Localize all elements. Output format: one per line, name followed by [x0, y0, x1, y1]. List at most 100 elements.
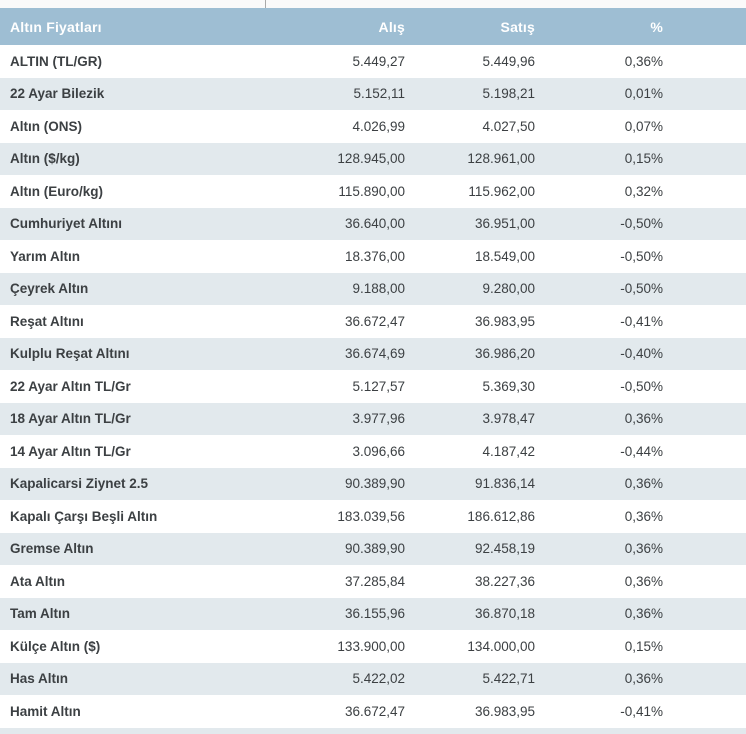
row-label: Altın ($/kg): [10, 151, 80, 167]
row-label: Hamit Altın: [10, 703, 81, 719]
sell-value: 36.983,95: [474, 703, 535, 719]
row-label: Tam Altın: [10, 606, 70, 622]
sell-value: 186.612,86: [467, 508, 535, 524]
table-row: Reşat Altını 36.672,47 36.983,95 -0,41%: [0, 305, 746, 338]
buy-value: 5.449,27: [352, 53, 405, 69]
table-row: Altın (ONS) 4.026,99 4.027,50 0,07%: [0, 110, 746, 143]
buy-value: 128.945,00: [337, 151, 405, 167]
buy-value: 18.376,00: [344, 248, 405, 264]
table-row: Has Altın 5.422,02 5.422,71 0,36%: [0, 662, 746, 695]
row-label: Kulplu Reşat Altını: [10, 346, 130, 362]
change-percent: 0,01%: [624, 86, 663, 102]
sell-value: 5.198,21: [482, 86, 535, 102]
row-label: Has Altın: [10, 671, 69, 687]
row-label: Çeyrek Altın: [10, 281, 89, 297]
change-percent: 0,36%: [624, 573, 663, 589]
buy-value: 36.672,47: [344, 313, 405, 329]
table-row: Yarım Altın 18.376,00 18.549,00 -0,50%: [0, 240, 746, 273]
table-row: 22 Ayar Altın TL/Gr 5.127,57 5.369,30 -0…: [0, 370, 746, 403]
change-percent: 0,15%: [624, 151, 663, 167]
buy-value: 115.890,00: [338, 183, 405, 199]
table-row: Kulplu Reşat Altını 36.674,69 36.986,20 …: [0, 337, 746, 370]
row-label: ALTIN (TL/GR): [10, 53, 102, 69]
buy-value: 9.188,00: [352, 281, 405, 297]
row-label: 22 Ayar Bilezik: [10, 86, 105, 102]
sell-value: 38.227,36: [474, 573, 535, 589]
table-header-row: Altın Fiyatları Alış Satış %: [0, 8, 746, 45]
buy-value: 3.977,96: [352, 411, 405, 427]
gold-prices-table: Altın Fiyatları Alış Satış % ALTIN (TL/G…: [0, 8, 746, 734]
row-label: Ata Altın: [10, 573, 65, 589]
sell-value: 36.951,00: [474, 216, 535, 232]
buy-value: 37.285,84: [344, 573, 405, 589]
table-row: ALTIN (TL/GR) 5.449,27 5.449,96 0,36%: [0, 45, 746, 78]
table-row: Kapalicarsi Ziynet 2.5 90.389,90 91.836,…: [0, 467, 746, 500]
sell-value: 5.369,30: [482, 378, 535, 394]
change-percent: -0,40%: [620, 346, 663, 362]
change-percent: 0,32%: [624, 183, 663, 199]
table-row: Gremse Altın 90.389,90 92.458,19 0,36%: [0, 532, 746, 565]
table-row: 18 Ayar Altın TL/Gr 3.977,96 3.978,47 0,…: [0, 402, 746, 435]
sell-value: 4.027,50: [482, 118, 535, 134]
table-body: ALTIN (TL/GR) 5.449,27 5.449,96 0,36% 22…: [0, 45, 746, 728]
table-row: 14 Ayar Altın TL/Gr 3.096,66 4.187,42 -0…: [0, 435, 746, 468]
sell-value: 91.836,14: [474, 476, 535, 492]
change-percent: 0,36%: [624, 606, 663, 622]
buy-value: 36.155,96: [344, 606, 405, 622]
buy-value: 3.096,66: [352, 443, 405, 459]
change-percent: 0,36%: [624, 411, 663, 427]
change-percent: -0,50%: [620, 248, 663, 264]
buy-value: 36.674,69: [344, 346, 405, 362]
row-label: Yarım Altın: [10, 248, 81, 264]
table-row: Tam Altın 36.155,96 36.870,18 0,36%: [0, 597, 746, 630]
sell-value: 4.187,42: [482, 443, 535, 459]
change-percent: -0,50%: [620, 216, 663, 232]
change-percent: 0,15%: [624, 638, 663, 654]
change-percent: 0,36%: [624, 541, 663, 557]
sell-value: 5.422,71: [482, 671, 535, 687]
change-percent: -0,41%: [620, 703, 663, 719]
change-percent: 0,36%: [624, 53, 663, 69]
buy-value: 5.422,02: [352, 671, 405, 687]
table-row: Altın (Euro/kg) 115.890,00 115.962,00 0,…: [0, 175, 746, 208]
buy-value: 36.640,00: [344, 216, 405, 232]
buy-value: 90.389,90: [344, 541, 405, 557]
row-label: Altın (Euro/kg): [10, 183, 103, 199]
divider-tick: [265, 0, 266, 8]
change-percent: 0,36%: [624, 671, 663, 687]
change-percent: -0,41%: [620, 313, 663, 329]
table-row: Kapalı Çarşı Beşli Altın 183.039,56 186.…: [0, 500, 746, 533]
buy-value: 5.127,57: [352, 378, 405, 394]
row-label: Külçe Altın ($): [10, 638, 101, 654]
change-percent: 0,36%: [624, 476, 663, 492]
sell-value: 3.978,47: [482, 411, 535, 427]
buy-value: 5.152,11: [353, 86, 405, 102]
change-percent: -0,50%: [620, 378, 663, 394]
sell-value: 115.962,00: [468, 183, 535, 199]
buy-value: 133.900,00: [337, 638, 405, 654]
sell-value: 9.280,00: [482, 281, 535, 297]
table-row: Ata Altın 37.285,84 38.227,36 0,36%: [0, 565, 746, 598]
buy-value: 90.389,90: [344, 476, 405, 492]
row-label: 22 Ayar Altın TL/Gr: [10, 378, 131, 394]
sell-value: 134.000,00: [467, 638, 535, 654]
change-percent: 0,07%: [624, 118, 663, 134]
sell-value: 18.549,00: [474, 248, 535, 264]
change-percent: -0,44%: [620, 443, 663, 459]
sell-value: 92.458,19: [474, 541, 535, 557]
header-title: Altın Fiyatları: [10, 18, 102, 35]
bottom-strip: [0, 727, 746, 734]
sell-value: 36.870,18: [474, 606, 535, 622]
row-label: Kapalicarsi Ziynet 2.5: [10, 476, 149, 492]
row-label: Kapalı Çarşı Beşli Altın: [10, 508, 158, 524]
table-row: Altın ($/kg) 128.945,00 128.961,00 0,15%: [0, 142, 746, 175]
buy-value: 4.026,99: [352, 118, 405, 134]
change-percent: 0,36%: [624, 508, 663, 524]
top-strip: [0, 0, 746, 8]
row-label: 18 Ayar Altın TL/Gr: [10, 411, 131, 427]
buy-value: 36.672,47: [344, 703, 405, 719]
table-row: Cumhuriyet Altını 36.640,00 36.951,00 -0…: [0, 207, 746, 240]
row-label: Gremse Altın: [10, 541, 94, 557]
row-label: Altın (ONS): [10, 118, 82, 134]
